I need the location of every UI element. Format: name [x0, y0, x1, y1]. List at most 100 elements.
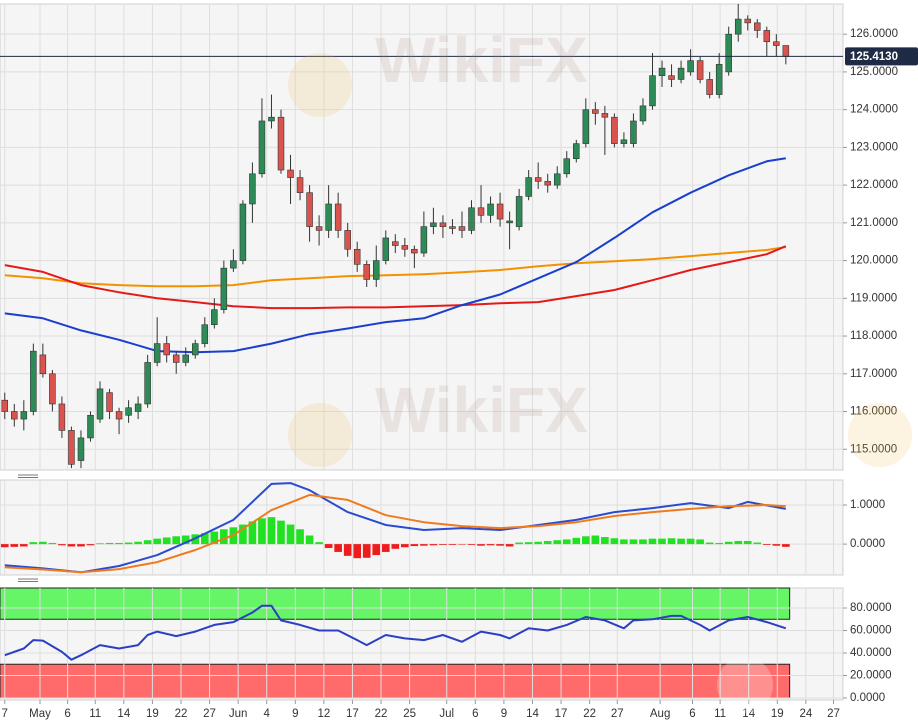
histogram-bar [553, 540, 562, 545]
candle-body [782, 45, 790, 57]
y-tick-label: 0.0000 [850, 538, 885, 550]
candle-body [773, 41, 780, 46]
y-tick-label: 120.0000 [850, 255, 898, 267]
candle-body [363, 264, 370, 280]
histogram-bar [620, 539, 628, 545]
histogram-bar [686, 538, 695, 545]
histogram-bar [658, 538, 666, 545]
candle-body [496, 203, 504, 220]
y-tick-label: 116.0000 [850, 406, 897, 418]
candle-body [211, 309, 218, 326]
x-tick-label: 17 [555, 708, 568, 720]
panel-handle[interactable] [18, 578, 38, 582]
histogram-bar [115, 542, 123, 545]
x-tick-label: 14 [526, 708, 539, 720]
x-tick-label: 6 [689, 708, 695, 720]
watermark-logo [848, 403, 912, 467]
histogram-bar [582, 536, 590, 545]
candle-body [744, 18, 751, 24]
histogram-bar [458, 544, 466, 545]
histogram-bar [58, 544, 66, 546]
histogram-bar [782, 544, 790, 547]
histogram-bar [677, 538, 685, 545]
x-tick-label: 22 [175, 708, 188, 720]
candle-body [201, 324, 209, 344]
histogram-bar [524, 542, 533, 545]
x-tick-label: Jul [439, 708, 454, 720]
last-price-box [845, 47, 918, 66]
histogram-bar [543, 540, 552, 545]
indicator-line [4, 157, 786, 354]
candle-body [277, 116, 285, 171]
histogram-bar [343, 544, 352, 556]
histogram-bar [648, 538, 657, 545]
histogram-bar [134, 541, 142, 545]
histogram-bar [534, 541, 542, 545]
candle-body [153, 343, 161, 363]
indicator-line [4, 604, 787, 661]
histogram-bar [20, 544, 28, 547]
candle-body [106, 392, 113, 412]
candle-body [144, 362, 151, 405]
histogram-bar [239, 524, 247, 545]
histogram-bar [105, 542, 114, 545]
histogram-bar [610, 538, 619, 545]
candle-body [687, 60, 694, 73]
histogram-bar [286, 524, 295, 545]
candle-body [592, 109, 599, 114]
candle-body [182, 354, 189, 363]
watermark-logo [288, 53, 352, 117]
histogram-bar [391, 544, 400, 549]
histogram-bar [77, 544, 85, 547]
candle-body [411, 248, 418, 254]
panel-handle[interactable] [18, 474, 38, 478]
histogram-bar [172, 536, 181, 545]
histogram-bar [477, 544, 485, 546]
x-tick-label: 11 [89, 708, 101, 720]
y-tick-label: 121.0000 [850, 217, 898, 229]
x-tick-label: 27 [827, 708, 840, 720]
histogram-bar [296, 529, 304, 545]
histogram-bar [715, 542, 723, 545]
x-tick-label: 9 [501, 708, 507, 720]
candle-body [30, 350, 37, 412]
histogram-bar [248, 521, 257, 545]
y-tick-label: 117.0000 [850, 368, 897, 380]
candle-body [620, 139, 628, 144]
histogram-bar [362, 544, 371, 558]
histogram-bar [48, 542, 57, 545]
watermark-logo [288, 403, 352, 467]
x-tick-label: 27 [203, 708, 216, 720]
x-tick-label: 24 [799, 708, 812, 720]
candle-body [639, 105, 647, 122]
indicator-line [4, 482, 786, 574]
candle-body [344, 230, 351, 250]
histogram-bar [86, 544, 95, 546]
histogram-bar [601, 537, 609, 545]
y-tick-label: 118.0000 [850, 330, 897, 342]
x-tick-label: 19 [771, 708, 784, 720]
histogram-bar [705, 542, 714, 545]
histogram-bar [734, 540, 743, 545]
y-tick-label: 126.0000 [850, 28, 898, 40]
histogram-bar [305, 535, 314, 545]
candle-body [420, 226, 428, 254]
indicator-line [4, 246, 786, 288]
histogram-bar [315, 542, 323, 545]
candle-body [239, 203, 247, 261]
candle-body [134, 403, 142, 412]
x-tick-label: 11 [714, 708, 726, 720]
x-tick-label: 25 [403, 708, 416, 720]
candle-body [525, 177, 532, 197]
histogram-bar [429, 544, 438, 546]
candle-body [734, 18, 742, 35]
watermark: WikiFX [375, 24, 588, 96]
histogram-bar [381, 544, 390, 552]
y-tick-label: 40.0000 [850, 647, 892, 659]
histogram-bar [401, 544, 409, 548]
histogram-bar [210, 531, 219, 545]
histogram-bar [334, 544, 342, 552]
histogram-bar [772, 544, 781, 546]
candle-body [192, 343, 199, 356]
